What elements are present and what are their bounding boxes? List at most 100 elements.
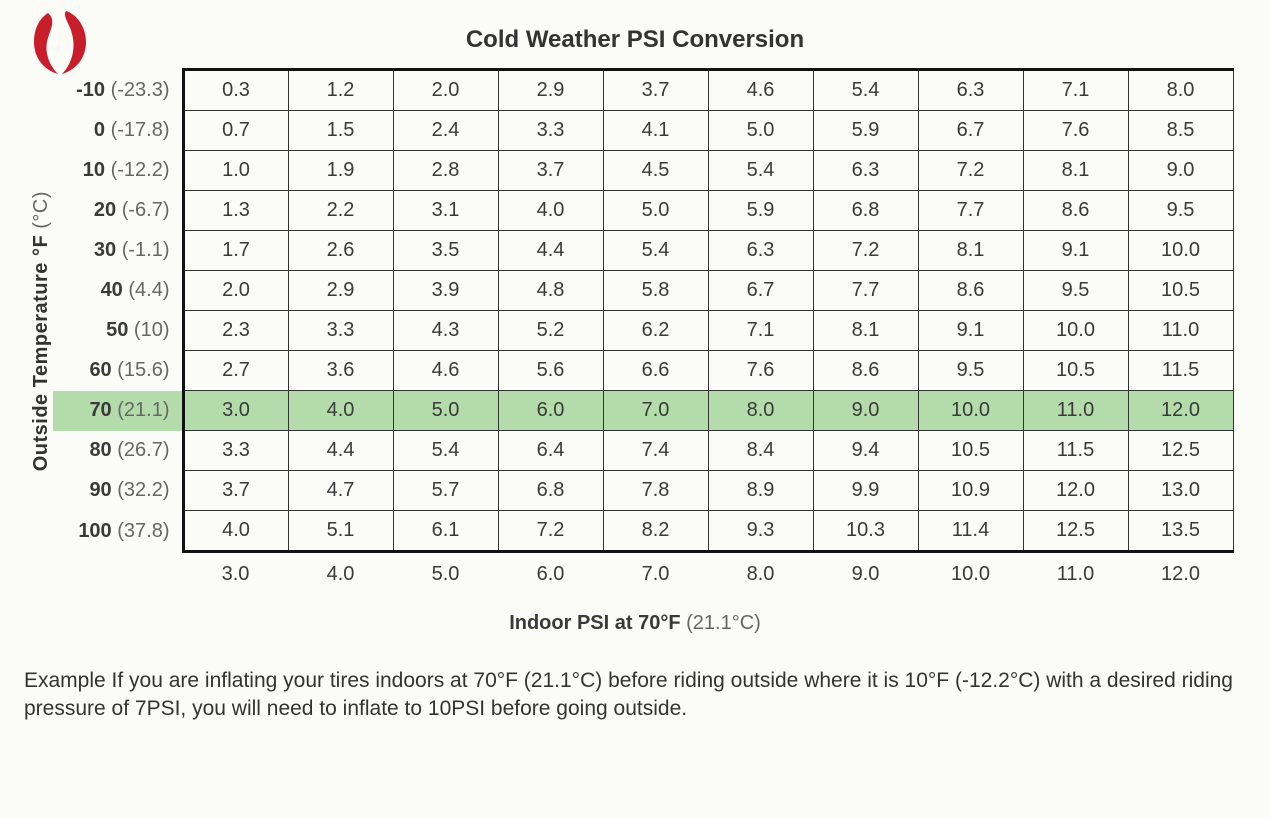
table-cell: 12.5 bbox=[1128, 431, 1233, 471]
table-cell: 3.7 bbox=[183, 471, 288, 511]
table-cell: 9.1 bbox=[1023, 231, 1128, 271]
table-cell: 6.0 bbox=[498, 391, 603, 431]
row-label: 30 (-1.1) bbox=[53, 231, 183, 271]
table-cell: 8.6 bbox=[813, 351, 918, 391]
table-cell: 8.0 bbox=[708, 391, 813, 431]
table-cell: 9.5 bbox=[918, 351, 1023, 391]
table-cell: 4.0 bbox=[288, 391, 393, 431]
table-cell: 3.5 bbox=[393, 231, 498, 271]
table-cell: 10.3 bbox=[813, 511, 918, 552]
table-cell: 7.6 bbox=[1023, 111, 1128, 151]
table-cell: 5.4 bbox=[708, 151, 813, 191]
table-cell: 9.9 bbox=[813, 471, 918, 511]
table-cell: 10.0 bbox=[1128, 231, 1233, 271]
table-cell: 4.0 bbox=[183, 511, 288, 552]
table-cell: 10.0 bbox=[1023, 311, 1128, 351]
table-cell: 2.9 bbox=[498, 70, 603, 111]
row-label: 70 (21.1) bbox=[53, 391, 183, 431]
table-cell: 8.5 bbox=[1128, 111, 1233, 151]
table-cell: 2.8 bbox=[393, 151, 498, 191]
table-cell: 8.9 bbox=[708, 471, 813, 511]
table-cell: 7.8 bbox=[603, 471, 708, 511]
table-cell: 9.1 bbox=[918, 311, 1023, 351]
row-label: 20 (-6.7) bbox=[53, 191, 183, 231]
table-cell: 2.0 bbox=[183, 271, 288, 311]
table-cell: 8.2 bbox=[603, 511, 708, 552]
table-cell: 5.4 bbox=[393, 431, 498, 471]
row-label: 90 (32.2) bbox=[53, 471, 183, 511]
table-cell: 7.2 bbox=[918, 151, 1023, 191]
row-label: 40 (4.4) bbox=[53, 271, 183, 311]
table-cell: 8.4 bbox=[708, 431, 813, 471]
table-cell: 7.7 bbox=[813, 271, 918, 311]
row-label: 50 (10) bbox=[53, 311, 183, 351]
table-cell: 7.7 bbox=[918, 191, 1023, 231]
table-cell: 3.7 bbox=[498, 151, 603, 191]
example-text: Example If you are inflating your tires … bbox=[24, 667, 1250, 724]
table-cell: 8.0 bbox=[1128, 70, 1233, 111]
row-label: 100 (37.8) bbox=[53, 511, 183, 552]
table-cell: 5.4 bbox=[813, 70, 918, 111]
table-cell: 5.0 bbox=[393, 391, 498, 431]
table-cell: 11.5 bbox=[1128, 351, 1233, 391]
table-cell: 1.9 bbox=[288, 151, 393, 191]
table-cell: 11.0 bbox=[1128, 311, 1233, 351]
table-cell: 5.0 bbox=[603, 191, 708, 231]
table-cell: 13.0 bbox=[1128, 471, 1233, 511]
table-cell: 5.8 bbox=[603, 271, 708, 311]
column-footer: 6.0 bbox=[498, 552, 603, 595]
row-label: 80 (26.7) bbox=[53, 431, 183, 471]
table-cell: 9.3 bbox=[708, 511, 813, 552]
table-cell: 0.3 bbox=[183, 70, 288, 111]
table-cell: 4.6 bbox=[708, 70, 813, 111]
table-cell: 4.8 bbox=[498, 271, 603, 311]
table-cell: 8.1 bbox=[918, 231, 1023, 271]
table-cell: 13.5 bbox=[1128, 511, 1233, 552]
table-cell: 4.1 bbox=[603, 111, 708, 151]
table-cell: 12.5 bbox=[1023, 511, 1128, 552]
table-cell: 0.7 bbox=[183, 111, 288, 151]
table-cell: 6.7 bbox=[708, 271, 813, 311]
x-axis-label: Indoor PSI at 70°F (21.1°C) bbox=[20, 612, 1250, 635]
table-cell: 2.2 bbox=[288, 191, 393, 231]
column-footer: 9.0 bbox=[813, 552, 918, 595]
table-cell: 11.5 bbox=[1023, 431, 1128, 471]
table-cell: 11.0 bbox=[1023, 391, 1128, 431]
table-cell: 9.5 bbox=[1128, 191, 1233, 231]
column-footer: 3.0 bbox=[183, 552, 288, 595]
table-cell: 3.3 bbox=[498, 111, 603, 151]
table-cell: 8.6 bbox=[918, 271, 1023, 311]
table-cell: 7.4 bbox=[603, 431, 708, 471]
table-cell: 9.0 bbox=[1128, 151, 1233, 191]
column-footer: 10.0 bbox=[918, 552, 1023, 595]
table-cell: 2.9 bbox=[288, 271, 393, 311]
table-cell: 1.5 bbox=[288, 111, 393, 151]
table-cell: 6.3 bbox=[918, 70, 1023, 111]
table-cell: 7.0 bbox=[603, 391, 708, 431]
table-cell: 5.4 bbox=[603, 231, 708, 271]
table-cell: 7.6 bbox=[708, 351, 813, 391]
table-cell: 4.3 bbox=[393, 311, 498, 351]
table-cell: 8.1 bbox=[813, 311, 918, 351]
table-cell: 5.2 bbox=[498, 311, 603, 351]
table-cell: 6.6 bbox=[603, 351, 708, 391]
column-footer: 5.0 bbox=[393, 552, 498, 595]
table-cell: 10.5 bbox=[1023, 351, 1128, 391]
table-cell: 1.2 bbox=[288, 70, 393, 111]
brand-logo bbox=[18, 8, 98, 83]
table-cell: 3.1 bbox=[393, 191, 498, 231]
table-cell: 1.0 bbox=[183, 151, 288, 191]
table-cell: 5.6 bbox=[498, 351, 603, 391]
table-cell: 7.2 bbox=[498, 511, 603, 552]
conversion-table: -10 (-23.3)0.31.22.02.93.74.65.46.37.18.… bbox=[53, 68, 1234, 594]
table-cell: 5.9 bbox=[813, 111, 918, 151]
table-cell: 9.0 bbox=[813, 391, 918, 431]
table-cell: 7.1 bbox=[708, 311, 813, 351]
table-cell: 4.7 bbox=[288, 471, 393, 511]
table-cell: 6.8 bbox=[813, 191, 918, 231]
table-cell: 7.2 bbox=[813, 231, 918, 271]
table-cell: 1.3 bbox=[183, 191, 288, 231]
table-cell: 5.0 bbox=[708, 111, 813, 151]
table-cell: 7.1 bbox=[1023, 70, 1128, 111]
table-cell: 3.3 bbox=[288, 311, 393, 351]
